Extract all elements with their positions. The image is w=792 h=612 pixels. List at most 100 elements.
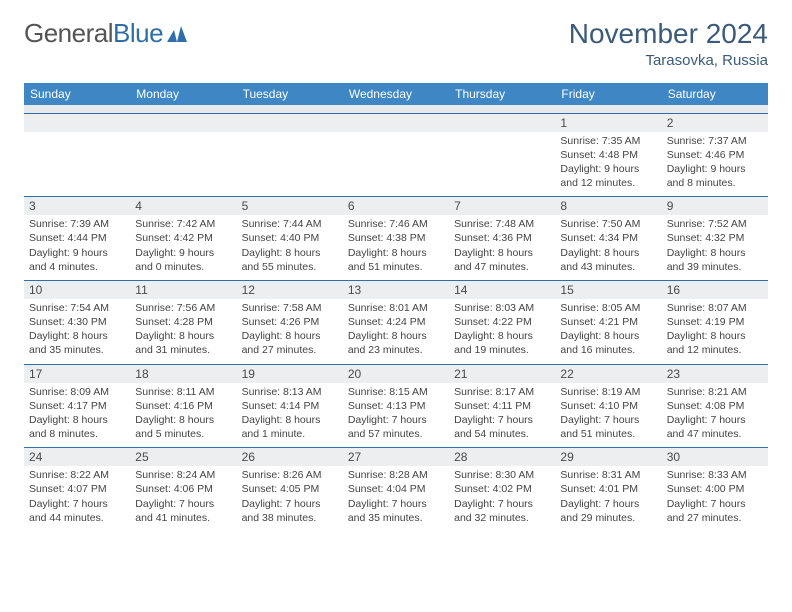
week-row: Sunrise: 8:22 AMSunset: 4:07 PM Daylight:…	[24, 466, 768, 531]
week-row: Sunrise: 7:35 AMSunset: 4:48 PM Daylight:…	[24, 132, 768, 197]
title-block: November 2024 Tarasovka, Russia	[569, 18, 768, 69]
day-cell: Sunrise: 7:48 AMSunset: 4:36 PMDaylight:…	[449, 215, 555, 280]
sunrise-line: Sunrise: 8:28 AM	[348, 468, 444, 482]
day-number-cell: 1	[555, 113, 661, 132]
day-number-cell: 20	[343, 364, 449, 383]
daylight-line: Daylight: 8 hours and 31 minutes.	[135, 329, 231, 357]
sunset-line: Sunset: 4:14 PM	[242, 399, 338, 413]
day-number-cell: 28	[449, 448, 555, 467]
day-number-cell: 15	[555, 280, 661, 299]
sunrise-line: Sunrise: 7:44 AM	[242, 217, 338, 231]
day-cell: Sunrise: 7:42 AMSunset: 4:42 PMDaylight:…	[130, 215, 236, 280]
day-number-cell	[449, 113, 555, 132]
daylight-line: Daylight: 7 hours and 27 minutes.	[667, 497, 763, 525]
dow-thu: Thursday	[449, 83, 555, 105]
day-number-cell: 4	[130, 197, 236, 216]
day-number-cell: 29	[555, 448, 661, 467]
location: Tarasovka, Russia	[569, 52, 768, 69]
dow-wed: Wednesday	[343, 83, 449, 105]
day-number-cell: 7	[449, 197, 555, 216]
daylight-line: Daylight: 7 hours and 32 minutes.	[454, 497, 550, 525]
day-cell: Sunrise: 7:35 AMSunset: 4:48 PMDaylight:…	[555, 132, 661, 197]
day-number-cell	[343, 113, 449, 132]
daylight-line: Daylight: 8 hours and 16 minutes.	[560, 329, 656, 357]
sunset-line: Sunset: 4:19 PM	[667, 315, 763, 329]
header: GeneralBlue November 2024 Tarasovka, Rus…	[24, 18, 768, 69]
day-number-cell: 13	[343, 280, 449, 299]
day-number-cell: 22	[555, 364, 661, 383]
daynum-row: 3456789	[24, 197, 768, 216]
month-title: November 2024	[569, 18, 768, 50]
day-cell: Sunrise: 7:52 AMSunset: 4:32 PMDaylight:…	[662, 215, 768, 280]
sunset-line: Sunset: 4:13 PM	[348, 399, 444, 413]
day-cell: Sunrise: 8:22 AMSunset: 4:07 PMDaylight:…	[24, 466, 130, 531]
sunrise-line: Sunrise: 8:05 AM	[560, 301, 656, 315]
day-cell: Sunrise: 7:56 AMSunset: 4:28 PMDaylight:…	[130, 299, 236, 364]
daylight-line: Daylight: 8 hours and 5 minutes.	[135, 413, 231, 441]
sunrise-line: Sunrise: 7:52 AM	[667, 217, 763, 231]
sunrise-line: Sunrise: 7:50 AM	[560, 217, 656, 231]
dow-sun: Sunday	[24, 83, 130, 105]
daylight-line: Daylight: 8 hours and 47 minutes.	[454, 246, 550, 274]
sunrise-line: Sunrise: 8:30 AM	[454, 468, 550, 482]
dow-sat: Saturday	[662, 83, 768, 105]
day-number-cell: 16	[662, 280, 768, 299]
day-cell	[130, 132, 236, 197]
day-number-cell: 18	[130, 364, 236, 383]
sunrise-line: Sunrise: 7:35 AM	[560, 134, 656, 148]
sunset-line: Sunset: 4:48 PM	[560, 148, 656, 162]
sunset-line: Sunset: 4:38 PM	[348, 231, 444, 245]
daynum-row: 24252627282930	[24, 448, 768, 467]
sunrise-line: Sunrise: 8:01 AM	[348, 301, 444, 315]
day-number-cell: 21	[449, 364, 555, 383]
daylight-line: Daylight: 9 hours and 0 minutes.	[135, 246, 231, 274]
week-row: Sunrise: 7:54 AMSunset: 4:30 PMDaylight:…	[24, 299, 768, 364]
day-cell: Sunrise: 8:11 AMSunset: 4:16 PMDaylight:…	[130, 383, 236, 448]
day-cell: Sunrise: 8:15 AMSunset: 4:13 PMDaylight:…	[343, 383, 449, 448]
sunset-line: Sunset: 4:17 PM	[29, 399, 125, 413]
day-number-cell: 3	[24, 197, 130, 216]
sunset-line: Sunset: 4:07 PM	[29, 482, 125, 496]
day-cell: Sunrise: 8:07 AMSunset: 4:19 PMDaylight:…	[662, 299, 768, 364]
sunset-line: Sunset: 4:10 PM	[560, 399, 656, 413]
sunrise-line: Sunrise: 7:39 AM	[29, 217, 125, 231]
day-cell: Sunrise: 8:17 AMSunset: 4:11 PMDaylight:…	[449, 383, 555, 448]
daylight-line: Daylight: 8 hours and 8 minutes.	[29, 413, 125, 441]
day-number-cell: 9	[662, 197, 768, 216]
daylight-line: Daylight: 8 hours and 23 minutes.	[348, 329, 444, 357]
daylight-line: Daylight: 9 hours and 8 minutes.	[667, 162, 763, 190]
day-number-cell: 26	[237, 448, 343, 467]
day-number-cell: 30	[662, 448, 768, 467]
sunrise-line: Sunrise: 7:54 AM	[29, 301, 125, 315]
logo-text: GeneralBlue	[24, 18, 163, 49]
sunset-line: Sunset: 4:08 PM	[667, 399, 763, 413]
day-cell: Sunrise: 7:58 AMSunset: 4:26 PMDaylight:…	[237, 299, 343, 364]
sunrise-line: Sunrise: 7:46 AM	[348, 217, 444, 231]
day-number-cell: 12	[237, 280, 343, 299]
sunset-line: Sunset: 4:32 PM	[667, 231, 763, 245]
daynum-row: 17181920212223	[24, 364, 768, 383]
logo-word2: Blue	[113, 18, 163, 48]
day-cell: Sunrise: 7:46 AMSunset: 4:38 PMDaylight:…	[343, 215, 449, 280]
daylight-line: Daylight: 7 hours and 41 minutes.	[135, 497, 231, 525]
day-cell: Sunrise: 8:28 AMSunset: 4:04 PMDaylight:…	[343, 466, 449, 531]
day-cell: Sunrise: 8:13 AMSunset: 4:14 PMDaylight:…	[237, 383, 343, 448]
sunrise-line: Sunrise: 8:22 AM	[29, 468, 125, 482]
daynum-row: 10111213141516	[24, 280, 768, 299]
day-number-cell: 19	[237, 364, 343, 383]
daylight-line: Daylight: 7 hours and 54 minutes.	[454, 413, 550, 441]
sunset-line: Sunset: 4:11 PM	[454, 399, 550, 413]
daylight-line: Daylight: 8 hours and 12 minutes.	[667, 329, 763, 357]
sunrise-line: Sunrise: 8:03 AM	[454, 301, 550, 315]
sunrise-line: Sunrise: 8:24 AM	[135, 468, 231, 482]
sunrise-line: Sunrise: 8:09 AM	[29, 385, 125, 399]
day-cell: Sunrise: 8:33 AMSunset: 4:00 PMDaylight:…	[662, 466, 768, 531]
sunset-line: Sunset: 4:01 PM	[560, 482, 656, 496]
dow-mon: Monday	[130, 83, 236, 105]
daylight-line: Daylight: 9 hours and 4 minutes.	[29, 246, 125, 274]
sunset-line: Sunset: 4:02 PM	[454, 482, 550, 496]
daylight-line: Daylight: 8 hours and 27 minutes.	[242, 329, 338, 357]
sunset-line: Sunset: 4:34 PM	[560, 231, 656, 245]
sunset-line: Sunset: 4:00 PM	[667, 482, 763, 496]
day-cell	[449, 132, 555, 197]
